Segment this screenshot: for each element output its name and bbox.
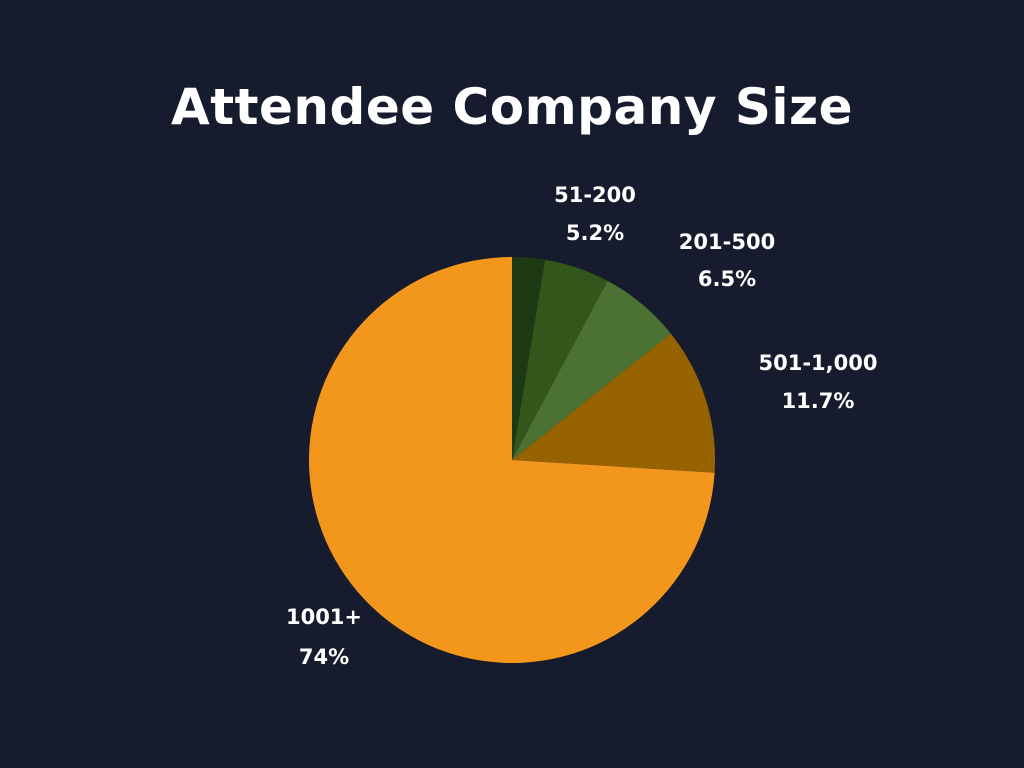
- pie-slice-1001-: [309, 257, 715, 663]
- pie-slice-501-1-000: [512, 333, 716, 473]
- slice-label-51-200: 51-200: [554, 183, 636, 207]
- slice-value-201-500: 6.5%: [698, 267, 756, 291]
- pie-slice-1-50: [512, 257, 546, 460]
- slice-value-1001-plus: 74%: [299, 645, 349, 669]
- slice-label-1001-plus: 1001+: [286, 605, 362, 629]
- slice-value-51-200: 5.2%: [566, 221, 624, 245]
- slice-value-501-1000: 11.7%: [782, 389, 855, 413]
- slice-label-201-500: 201-500: [679, 230, 775, 254]
- pie-slice-201-500: [512, 280, 671, 460]
- pie-slice-51-200: [512, 259, 608, 460]
- pie-slices: [309, 257, 716, 663]
- pie-labels: 51-200 5.2% 201-500 6.5% 501-1,000 11.7%…: [286, 183, 878, 669]
- chart-title: Attendee Company Size: [171, 78, 853, 136]
- slice-label-501-1000: 501-1,000: [759, 351, 878, 375]
